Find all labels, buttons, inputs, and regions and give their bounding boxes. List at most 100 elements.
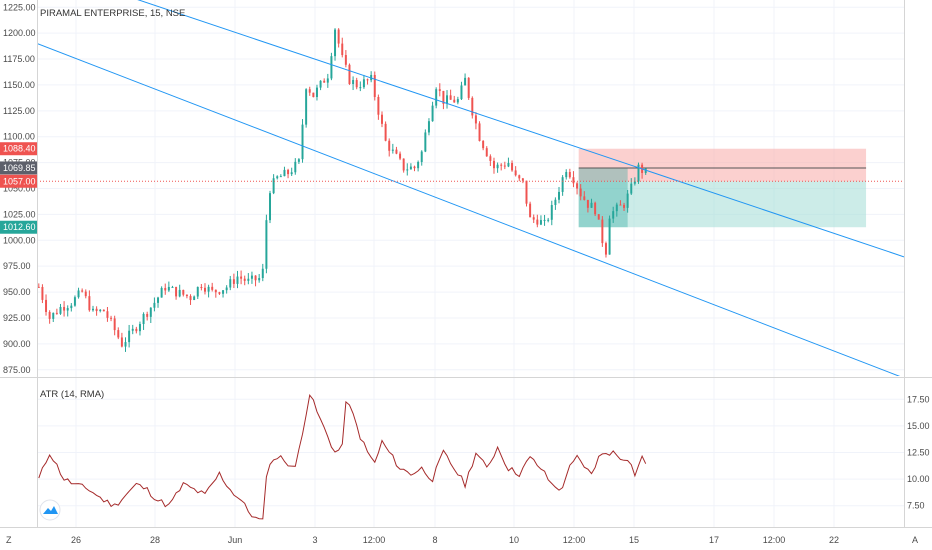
price-tick-label: 875.00: [3, 365, 31, 375]
candle: [294, 158, 297, 175]
candle: [608, 215, 611, 255]
candle: [359, 81, 362, 92]
candle: [446, 90, 449, 109]
svg-text:1057.00: 1057.00: [3, 176, 36, 186]
candle: [146, 311, 149, 321]
candle: [352, 76, 355, 91]
price-tick-label: 1200.00: [3, 28, 36, 38]
candle: [99, 308, 102, 313]
candle: [203, 283, 206, 295]
candle: [438, 83, 441, 97]
candle: [207, 284, 210, 298]
candle: [413, 165, 416, 172]
parallel-channel[interactable]: [37, 0, 904, 378]
candle: [323, 78, 326, 83]
candle: [337, 28, 340, 48]
time-tick-label: 17: [709, 535, 719, 545]
candle: [612, 206, 615, 223]
candle: [417, 160, 420, 172]
candle: [402, 158, 405, 173]
candle: [149, 307, 152, 324]
candle: [160, 286, 163, 298]
time-tick-label: 12:00: [363, 535, 386, 545]
candle: [110, 315, 113, 322]
candle: [482, 140, 485, 151]
price-tick-label: 1000.00: [3, 235, 36, 245]
candle: [117, 327, 120, 340]
stop-zone[interactable]: [578, 148, 867, 182]
candle: [243, 275, 246, 286]
candle: [269, 190, 271, 224]
candle: [95, 306, 98, 316]
candle: [106, 306, 109, 322]
candle: [232, 273, 235, 289]
candle: [290, 167, 293, 177]
candle: [128, 324, 131, 348]
candle: [550, 200, 553, 226]
candle: [478, 121, 481, 142]
candle: [319, 80, 322, 91]
candle: [258, 273, 261, 283]
candle: [431, 101, 434, 122]
candle: [254, 275, 257, 287]
price-tick-label: 1050.00: [3, 184, 36, 194]
candle: [236, 270, 239, 289]
candle: [615, 202, 618, 217]
atr-tick-label: 7.50: [907, 501, 925, 511]
time-axis[interactable]: 26 28 Jun 3 12:00 8 10 12:00 15 17 12:00 22: [71, 535, 839, 545]
price-tick-label: 950.00: [3, 287, 31, 297]
candle: [576, 181, 579, 195]
target-price-tag: 1012.60: [0, 220, 37, 234]
candlestick-series: [37, 28, 647, 352]
atr-line: [38, 394, 647, 520]
candle: [272, 174, 275, 195]
candle: [211, 282, 214, 292]
candle: [406, 163, 409, 176]
symbol-title[interactable]: PIRAMAL ENTERPRISE, 15, NSE: [40, 8, 185, 19]
candle: [326, 73, 329, 88]
atr-tick-label: 10.00: [907, 474, 930, 484]
candle: [164, 283, 167, 295]
candle: [240, 270, 243, 285]
price-tick-label: 1100.00: [3, 132, 35, 142]
candle: [500, 163, 503, 171]
candle: [37, 283, 40, 288]
tradingview-logo-icon[interactable]: [39, 499, 61, 521]
zoom-label[interactable]: Z: [6, 535, 12, 545]
time-tick-label: 22: [829, 535, 839, 545]
candle: [175, 286, 178, 300]
candle: [471, 96, 474, 119]
channel-lower-line[interactable]: [37, 43, 904, 379]
candle: [81, 288, 84, 293]
candle: [312, 92, 315, 98]
candle: [247, 273, 250, 285]
atr-legend[interactable]: ATR (14, RMA): [40, 389, 104, 400]
candle: [572, 171, 575, 188]
price-tick-label: 1225.00: [3, 2, 36, 12]
candle: [77, 287, 80, 299]
candle: [503, 161, 506, 170]
candle: [171, 285, 174, 288]
candle: [196, 286, 199, 300]
candle: [63, 301, 66, 317]
candle: [485, 146, 488, 157]
candle: [341, 37, 344, 58]
channel-upper-line[interactable]: [37, 0, 904, 258]
candle: [496, 162, 499, 173]
candle: [474, 112, 477, 130]
candle: [59, 303, 62, 315]
candle: [330, 52, 333, 81]
short-position-tool[interactable]: [578, 148, 867, 228]
candle: [507, 157, 510, 168]
candle: [547, 217, 550, 223]
candle: [565, 169, 568, 180]
candle: [88, 290, 91, 312]
target-zone[interactable]: [578, 181, 867, 228]
atr-axis[interactable]: 7.50 10.00 12.50 15.00 17.50: [907, 394, 930, 510]
price-tick-label: 900.00: [3, 339, 31, 349]
svg-text:1088.40: 1088.40: [3, 144, 36, 154]
candle: [250, 271, 253, 284]
price-tick-label: 1175.00: [3, 54, 35, 64]
auto-scale-label[interactable]: A: [912, 535, 918, 545]
